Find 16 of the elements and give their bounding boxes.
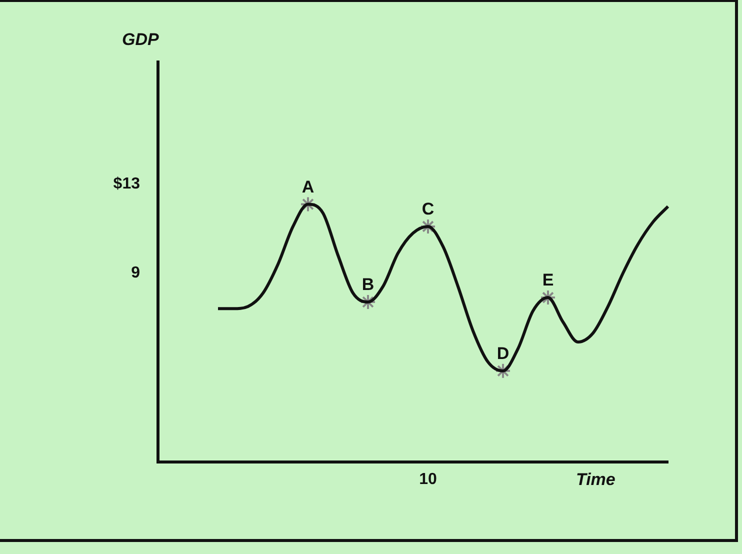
data-label: D — [496, 344, 510, 364]
y-axis-title: GDP — [122, 30, 159, 50]
point — [300, 196, 316, 212]
x-axis-title: Time — [576, 470, 616, 490]
point — [360, 294, 376, 310]
data-label: C — [422, 200, 434, 219]
data-label: B — [362, 275, 374, 294]
line-series — [216, 202, 670, 372]
data-label: E — [542, 270, 554, 290]
data-label: A — [302, 177, 314, 196]
y-tick-label: 9 — [131, 264, 140, 282]
y-tick-label: $13 — [113, 176, 140, 193]
point — [495, 362, 511, 379]
point — [540, 290, 556, 306]
point — [420, 218, 436, 234]
x-tick-label: 10 — [419, 471, 437, 488]
